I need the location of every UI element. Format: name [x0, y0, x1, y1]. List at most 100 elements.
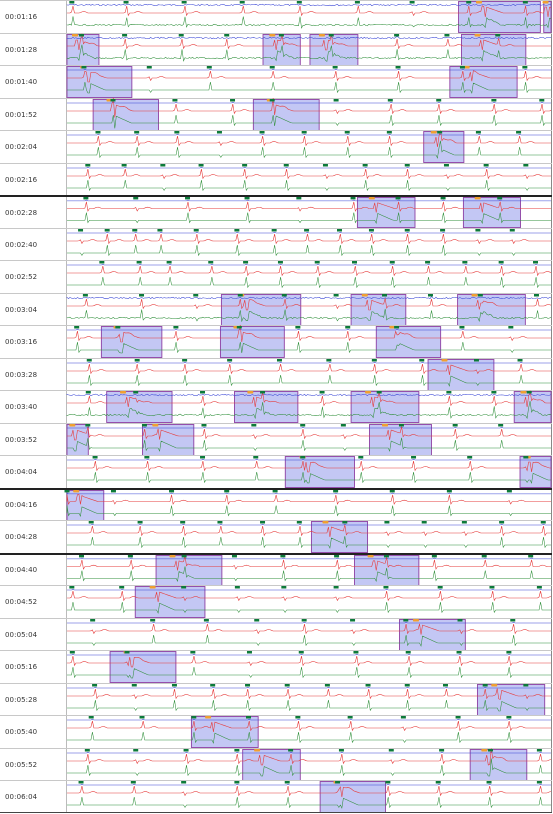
event-highlight-box[interactable]: [262, 33, 301, 66]
ecg-strip-row[interactable]: 00:01:16: [0, 0, 552, 33]
event-highlight-box[interactable]: [354, 554, 420, 586]
event-highlight-box[interactable]: [100, 326, 163, 358]
event-highlight-box[interactable]: [284, 456, 355, 488]
event-highlight-box[interactable]: [309, 33, 359, 66]
ecg-waveform-panel[interactable]: [66, 130, 552, 163]
ecg-waveform-panel[interactable]: [66, 163, 552, 196]
ecg-strip-row[interactable]: 00:01:40: [0, 65, 552, 98]
event-marker: [152, 423, 159, 426]
event-highlight-box[interactable]: [350, 293, 407, 326]
ecg-strip-row[interactable]: 00:04:04: [0, 455, 552, 488]
event-highlight-box[interactable]: [350, 391, 420, 423]
ecg-strip-row[interactable]: 00:05:40: [0, 715, 552, 748]
ecg-waveform-panel[interactable]: [66, 554, 552, 586]
event-highlight-box[interactable]: [66, 423, 89, 456]
event-highlight-box[interactable]: [310, 521, 369, 553]
event-highlight-box[interactable]: [155, 554, 223, 586]
ecg-strip-row[interactable]: 00:03:52: [0, 422, 552, 456]
ecg-waveform-panel[interactable]: [66, 456, 552, 488]
ecg-strip-row[interactable]: 00:02:04: [0, 130, 552, 163]
beat-marker: [394, 33, 400, 36]
ecg-waveform-panel[interactable]: [66, 683, 552, 716]
event-highlight-box[interactable]: [319, 781, 386, 813]
event-highlight-box[interactable]: [519, 456, 552, 488]
event-highlight-box[interactable]: [66, 489, 105, 521]
ecg-strip-row[interactable]: 00:03:04: [0, 292, 552, 326]
ecg-trace-lead-1: [67, 101, 551, 103]
event-highlight-box[interactable]: [109, 651, 177, 683]
ecg-waveform-panel[interactable]: [66, 358, 552, 391]
ecg-waveform-panel[interactable]: [66, 390, 552, 423]
event-highlight-box[interactable]: [242, 748, 301, 781]
event-highlight-box[interactable]: [92, 98, 159, 131]
ecg-waveform-panel[interactable]: [66, 324, 552, 358]
ecg-waveform-panel[interactable]: [66, 618, 552, 651]
ecg-waveform-panel[interactable]: [66, 293, 552, 326]
event-highlight-box[interactable]: [476, 683, 546, 716]
ecg-strip-row[interactable]: 00:01:52: [0, 97, 552, 131]
event-highlight-box[interactable]: [142, 423, 195, 456]
event-highlight-box[interactable]: [461, 33, 527, 66]
event-highlight-box[interactable]: [423, 131, 465, 163]
ecg-strip-row[interactable]: 00:04:16: [0, 487, 552, 521]
event-highlight-box[interactable]: [134, 586, 206, 618]
event-highlight-box[interactable]: [66, 66, 133, 98]
ecg-waveform-panel[interactable]: [66, 97, 552, 131]
ecg-strip-row[interactable]: 00:03:40: [0, 390, 552, 423]
beat-marker: [173, 326, 179, 329]
ecg-waveform-panel[interactable]: [66, 1, 552, 33]
ecg-waveform-panel[interactable]: [66, 586, 552, 618]
ecg-strip-row[interactable]: 00:05:04: [0, 617, 552, 651]
ecg-waveform-panel[interactable]: [66, 228, 552, 261]
event-highlight-box[interactable]: [449, 66, 518, 98]
event-highlight-box[interactable]: [220, 293, 302, 326]
ecg-trace-lead-2: [67, 460, 551, 473]
ecg-strip-row[interactable]: 00:02:28: [0, 195, 552, 228]
event-highlight-box[interactable]: [219, 326, 285, 358]
event-highlight-box[interactable]: [375, 326, 442, 358]
ecg-strip-row[interactable]: 00:06:04: [0, 780, 552, 813]
ecg-strip-row[interactable]: 00:03:16: [0, 324, 552, 358]
event-highlight-box[interactable]: [543, 1, 552, 33]
event-highlight-box[interactable]: [458, 1, 541, 33]
beat-marker: [85, 423, 91, 426]
ecg-waveform-panel[interactable]: [66, 651, 552, 683]
ecg-trace-lead-2: [67, 426, 551, 440]
event-highlight-box[interactable]: [369, 423, 432, 456]
event-highlight-box[interactable]: [462, 197, 521, 228]
event-highlight-box[interactable]: [469, 748, 528, 781]
ecg-strip-row[interactable]: 00:03:28: [0, 357, 552, 391]
ecg-waveform-panel[interactable]: [64, 489, 552, 521]
event-highlight-box[interactable]: [356, 197, 416, 228]
ecg-waveform-panel[interactable]: [66, 781, 552, 813]
ecg-waveform-panel[interactable]: [66, 197, 552, 228]
event-highlight-box[interactable]: [457, 293, 526, 326]
ecg-strip-row[interactable]: 00:04:52: [0, 585, 552, 618]
ecg-strip-row[interactable]: 00:02:40: [0, 227, 552, 261]
ecg-waveform-panel[interactable]: [66, 423, 552, 456]
event-highlight-box[interactable]: [399, 618, 466, 651]
event-highlight-box[interactable]: [427, 358, 495, 391]
ecg-waveform-panel[interactable]: [66, 521, 552, 553]
ecg-strip-row[interactable]: 00:05:28: [0, 682, 552, 716]
event-highlight-box[interactable]: [513, 391, 552, 423]
event-highlight-box[interactable]: [234, 391, 299, 423]
ecg-waveform-panel[interactable]: [66, 66, 552, 98]
event-highlight-box[interactable]: [106, 391, 173, 423]
ecg-strip-row[interactable]: 00:01:28: [0, 32, 552, 66]
event-highlight-box[interactable]: [190, 716, 259, 748]
ecg-strip-row[interactable]: 00:04:40: [0, 552, 552, 586]
beat-marker: [217, 521, 223, 524]
ecg-waveform-panel[interactable]: [66, 747, 552, 781]
ecg-waveform-panel[interactable]: [66, 716, 552, 748]
ecg-strip-row[interactable]: 00:05:16: [0, 650, 552, 683]
ecg-strip-row[interactable]: 00:02:16: [0, 162, 552, 196]
ecg-strip-row[interactable]: 00:05:52: [0, 747, 552, 781]
ecg-strip-row[interactable]: 00:04:28: [0, 520, 552, 553]
ecg-strip-row[interactable]: 00:02:52: [0, 260, 552, 293]
ecg-waveform-panel[interactable]: [66, 33, 552, 66]
ecg-trace-lead-1: [66, 393, 552, 397]
beat-marker: [200, 456, 206, 459]
event-highlight-box[interactable]: [252, 98, 320, 131]
ecg-waveform-panel[interactable]: [66, 261, 552, 293]
